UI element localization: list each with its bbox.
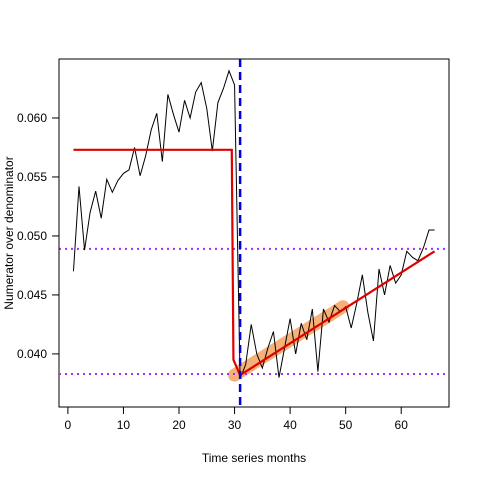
- y-tick-label: 0.060: [17, 111, 47, 125]
- x-tick-label: 50: [339, 418, 353, 432]
- confidence-band: [228, 300, 350, 382]
- fitted-series-line: [73, 148, 436, 377]
- horizontal-reference-lines: [59, 247, 449, 375]
- y-axis: 0.040 0.045 0.050 0.055 0.060: [17, 111, 60, 361]
- x-axis: 0 10 20 30 40 50 60: [65, 406, 409, 432]
- fitted-series-layer: [73, 148, 436, 377]
- y-tick-label: 0.055: [17, 170, 47, 184]
- y-tick-label: 0.050: [17, 229, 47, 243]
- x-axis-title: Time series months: [202, 451, 306, 465]
- y-tick-label: 0.040: [17, 347, 47, 361]
- x-tick-label: 40: [283, 418, 297, 432]
- y-axis-title: Numerator over denominator: [2, 156, 16, 309]
- observed-series-line: [72, 69, 435, 379]
- confidence-band-layer: [228, 300, 350, 382]
- observed-series-layer: [72, 69, 435, 379]
- x-tick-label: 20: [172, 418, 186, 432]
- y-tick-label: 0.045: [17, 288, 47, 302]
- x-tick-label: 60: [395, 418, 409, 432]
- x-tick-label: 0: [65, 418, 72, 432]
- x-tick-label: 10: [117, 418, 131, 432]
- x-tick-label: 30: [228, 418, 242, 432]
